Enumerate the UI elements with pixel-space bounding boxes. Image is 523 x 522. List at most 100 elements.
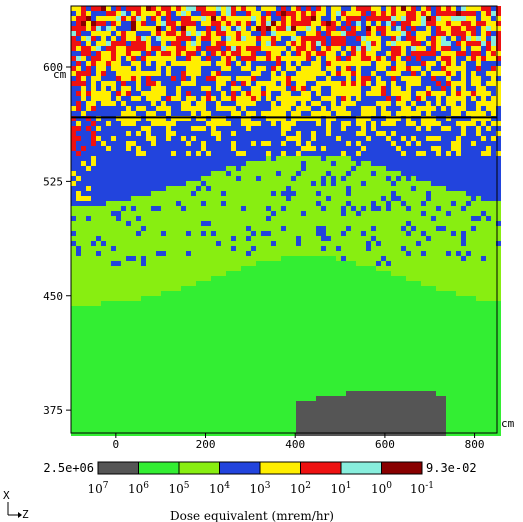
heatmap-cell xyxy=(141,41,146,46)
heatmap-cell xyxy=(326,31,331,36)
heatmap-cell xyxy=(396,251,401,256)
heatmap-cell xyxy=(201,91,206,96)
heatmap-cell xyxy=(371,66,376,71)
heatmap-cell xyxy=(301,31,306,36)
heatmap-cell xyxy=(301,191,306,196)
heatmap-cell xyxy=(381,216,386,221)
heatmap-cell xyxy=(491,6,496,11)
heatmap-cell xyxy=(231,146,236,151)
heatmap-cell xyxy=(471,246,476,251)
heatmap-cell xyxy=(476,246,481,251)
heatmap-cell xyxy=(456,271,461,276)
heatmap-cell xyxy=(351,236,356,241)
heatmap-cell xyxy=(216,166,221,171)
heatmap-cell xyxy=(171,221,176,226)
heatmap-cell xyxy=(396,151,401,156)
heatmap-cell xyxy=(436,96,441,101)
heatmap-cell xyxy=(466,51,471,56)
heatmap-cell xyxy=(131,126,136,131)
heatmap-cell xyxy=(236,141,241,146)
heatmap-cell xyxy=(276,51,281,56)
heatmap-cell xyxy=(316,206,321,211)
heatmap-cell xyxy=(126,16,131,21)
heatmap-cell xyxy=(366,111,371,116)
heatmap-cell xyxy=(136,16,141,21)
heatmap-cell xyxy=(201,41,206,46)
heatmap-cell xyxy=(351,51,356,56)
heatmap-cell xyxy=(336,221,341,226)
heatmap-cell xyxy=(231,231,236,236)
heatmap-cell xyxy=(216,6,221,11)
heatmap-cell xyxy=(386,96,391,101)
heatmap-cell xyxy=(166,136,171,141)
heatmap-cell xyxy=(96,236,101,241)
heatmap-cell xyxy=(81,271,86,276)
heatmap-cell xyxy=(216,16,221,21)
heatmap-cell xyxy=(226,221,231,226)
heatmap-cell xyxy=(206,101,211,106)
heatmap-cell xyxy=(226,271,231,276)
heatmap-cell xyxy=(406,166,411,171)
heatmap-cell xyxy=(406,156,411,161)
heatmap-cell xyxy=(426,76,431,81)
heatmap-cell xyxy=(226,201,231,206)
heatmap-cell xyxy=(461,251,466,256)
heatmap-cell xyxy=(456,41,461,46)
heatmap-cell xyxy=(226,116,231,121)
heatmap-cell xyxy=(221,261,226,266)
heatmap-cell xyxy=(311,71,316,76)
heatmap-cell xyxy=(256,156,261,161)
heatmap-cell xyxy=(211,286,216,291)
heatmap-cell xyxy=(106,166,111,171)
heatmap-cell xyxy=(421,71,426,76)
heatmap-cell xyxy=(391,106,396,111)
heatmap-cell xyxy=(321,16,326,21)
heatmap-cell xyxy=(396,71,401,76)
heatmap-cell xyxy=(186,211,191,216)
heatmap-cell xyxy=(261,141,266,146)
heatmap-cell xyxy=(161,176,166,181)
heatmap-cell xyxy=(301,111,306,116)
heatmap-cell xyxy=(231,171,236,176)
heatmap-cell xyxy=(456,11,461,16)
heatmap-cell xyxy=(436,251,441,256)
heatmap-cell xyxy=(101,21,106,26)
heatmap-cell xyxy=(256,261,261,266)
heatmap-cell xyxy=(461,96,466,101)
heatmap-cell xyxy=(366,41,371,46)
heatmap-cell xyxy=(426,56,431,61)
heatmap-cell xyxy=(481,281,486,286)
heatmap-cell xyxy=(401,136,406,141)
heatmap-cell xyxy=(286,71,291,76)
heatmap-cell xyxy=(121,91,126,96)
heatmap-cell xyxy=(246,111,251,116)
heatmap-cell xyxy=(211,171,216,176)
heatmap-cell xyxy=(86,186,91,191)
heatmap-cell xyxy=(291,26,296,31)
heatmap-cell xyxy=(156,111,161,116)
heatmap-cell xyxy=(436,151,441,156)
heatmap-cell xyxy=(171,61,176,66)
heatmap-cell xyxy=(176,51,181,56)
heatmap-cell xyxy=(361,71,366,76)
heatmap-cell xyxy=(416,16,421,21)
heatmap-cell xyxy=(446,276,451,281)
heatmap-cell xyxy=(311,121,316,126)
heatmap-cell xyxy=(471,21,476,26)
heatmap-cell xyxy=(221,211,226,216)
heatmap-cell xyxy=(356,11,361,16)
heatmap-cell xyxy=(231,271,236,276)
heatmap-cell xyxy=(441,121,446,126)
heatmap-cell xyxy=(416,136,421,141)
heatmap-cell xyxy=(211,291,216,296)
heatmap-cell xyxy=(331,256,336,261)
heatmap-cell xyxy=(251,176,256,181)
heatmap-cell xyxy=(291,16,296,21)
heatmap-cell xyxy=(416,166,421,171)
heatmap-cell xyxy=(81,31,86,36)
heatmap-cell xyxy=(341,71,346,76)
heatmap-cell xyxy=(351,81,356,86)
heatmap-cell xyxy=(71,251,76,256)
heatmap-cell xyxy=(356,276,361,281)
heatmap-cell xyxy=(441,156,446,161)
